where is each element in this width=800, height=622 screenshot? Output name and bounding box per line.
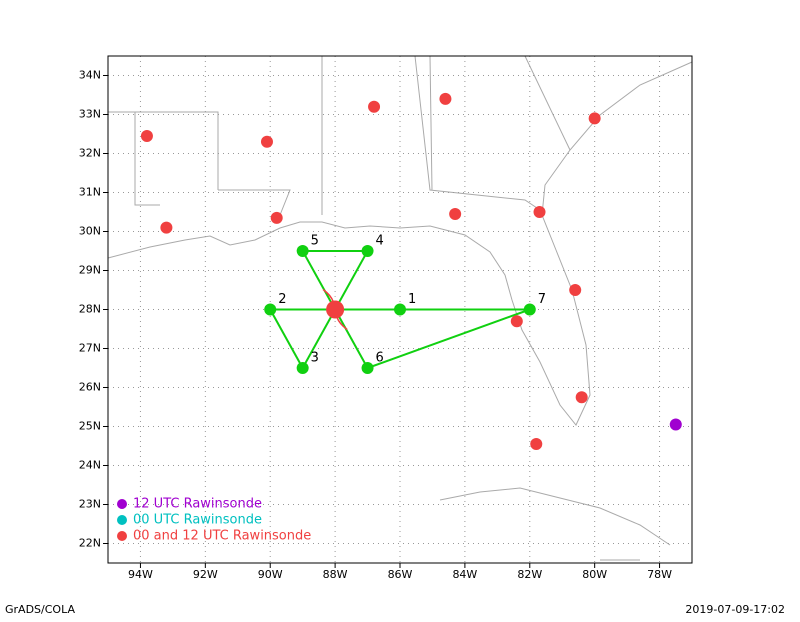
x-tick-label: 88W — [323, 568, 348, 581]
footer-left: GrADS/COLA — [5, 603, 75, 616]
station — [160, 221, 173, 234]
station — [533, 206, 546, 218]
dropsonde — [296, 362, 309, 374]
y-tick-label: 25N — [79, 420, 101, 433]
dropsonde — [361, 362, 374, 374]
dropsonde-label: 7 — [538, 292, 546, 307]
y-tick-label: 32N — [79, 147, 101, 160]
x-tick-label: 92W — [193, 568, 218, 581]
x-tick-label: 86W — [388, 568, 413, 581]
dropsonde — [523, 303, 536, 316]
station — [510, 315, 523, 328]
station — [588, 112, 601, 125]
x-tick-label: 94W — [128, 568, 153, 581]
plot-frame — [107, 55, 693, 564]
storm-center — [326, 300, 345, 319]
station — [368, 100, 381, 113]
station — [530, 438, 543, 451]
flight-leg — [367, 308, 531, 369]
station — [439, 92, 452, 105]
x-tick-label: 82W — [517, 568, 542, 581]
y-tick-label: 29N — [79, 264, 101, 277]
dropsonde-label: 2 — [278, 292, 286, 307]
legend-marker — [117, 499, 127, 509]
legend-label: 12 UTC Rawinsonde — [133, 497, 262, 512]
x-tick-label: 84W — [452, 568, 477, 581]
station — [449, 207, 462, 220]
y-tick-label: 30N — [79, 225, 101, 238]
y-tick-label: 33N — [79, 108, 101, 121]
x-tick-label: 90W — [258, 568, 283, 581]
x-tick-label: 80W — [582, 568, 607, 581]
dropsonde — [264, 303, 277, 316]
station — [575, 391, 588, 404]
dropsonde-label: 6 — [376, 351, 384, 366]
station — [270, 211, 283, 224]
legend-marker — [117, 515, 127, 525]
y-tick-label: 28N — [79, 303, 101, 316]
dropsonde-label: 3 — [311, 351, 319, 366]
legend-label: 00 UTC Rawinsonde — [133, 513, 262, 528]
legend-label: 00 and 12 UTC Rawinsonde — [133, 529, 311, 544]
dropsonde — [296, 245, 309, 257]
x-tick-label: 78W — [647, 568, 672, 581]
y-tick-label: 31N — [79, 186, 101, 199]
dropsonde — [361, 245, 374, 257]
station — [669, 418, 682, 431]
y-tick-label: 23N — [79, 498, 101, 511]
station — [260, 135, 273, 148]
dropsonde-label: 4 — [376, 234, 384, 249]
footer-right: 2019-07-09-17:02 — [685, 603, 785, 616]
y-tick-label: 26N — [79, 381, 101, 394]
y-tick-label: 27N — [79, 342, 101, 355]
y-tick-label: 22N — [79, 537, 101, 550]
dropsonde-label: 1 — [408, 292, 416, 307]
dropsonde-label: 5 — [311, 234, 319, 249]
legend-marker — [117, 531, 127, 541]
y-tick-label: 34N — [79, 69, 101, 82]
station — [140, 129, 153, 142]
storm-symbol — [322, 288, 348, 331]
dropsonde — [394, 303, 406, 316]
flight-leg — [269, 309, 304, 369]
y-tick-label: 24N — [79, 459, 101, 472]
station — [569, 284, 582, 296]
